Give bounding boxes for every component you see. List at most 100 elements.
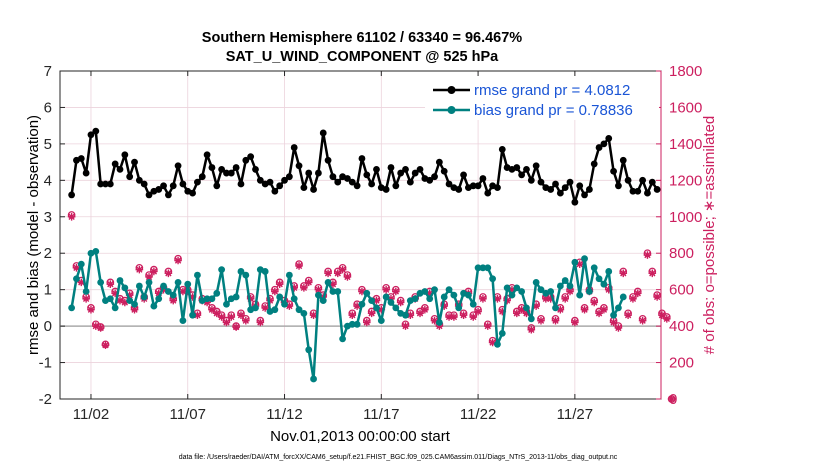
rmse-point xyxy=(532,162,540,170)
bias-point xyxy=(150,302,158,310)
bias-point xyxy=(329,288,337,295)
rmse-point xyxy=(373,166,380,173)
assimilated-obs-point xyxy=(604,285,613,294)
bias-point xyxy=(489,275,497,283)
bias-point xyxy=(469,300,477,308)
rmse-point xyxy=(77,155,85,162)
assimilated-obs-point xyxy=(130,305,139,314)
y-tick-label-right: 800 xyxy=(669,245,694,262)
assimilated-obs-point xyxy=(619,269,628,278)
bias-point xyxy=(387,299,395,306)
rmse-point xyxy=(358,155,366,162)
assimilated-obs-point xyxy=(188,293,197,301)
assimilated-obs-point xyxy=(285,302,294,310)
rmse-point xyxy=(198,173,206,181)
assimilated-obs-point xyxy=(150,267,158,276)
y-tick-label-right: 200 xyxy=(669,355,694,372)
bias-point xyxy=(111,304,119,312)
assimilated-obs-point xyxy=(566,287,574,296)
assimilated-obs-point xyxy=(145,273,153,281)
bias-point xyxy=(261,268,269,275)
bias-point xyxy=(382,293,390,301)
assimilated-obs-point xyxy=(401,322,410,330)
y-tick-label-right: 600 xyxy=(669,282,694,299)
rmse-point xyxy=(68,191,76,199)
bias-point xyxy=(208,295,216,303)
bias-point xyxy=(92,248,100,255)
rmse-point xyxy=(474,182,482,190)
rmse-point xyxy=(406,178,414,186)
rmse-point xyxy=(484,189,492,197)
rmse-point xyxy=(445,180,453,188)
bias-point xyxy=(189,311,196,319)
assimilated-obs-point xyxy=(512,309,521,318)
bias-point xyxy=(494,340,501,348)
assimilated-obs-point xyxy=(624,311,632,319)
bias-point xyxy=(615,304,622,312)
assimilated-obs-point xyxy=(648,269,657,278)
assimilated-obs-point xyxy=(638,316,647,325)
rmse-point xyxy=(169,182,177,190)
assimilated-obs-point xyxy=(479,294,487,303)
assimilated-obs-point xyxy=(261,304,269,312)
rmse-point xyxy=(576,182,584,190)
rmse-point xyxy=(218,166,226,173)
x-tick-label: 11/02 xyxy=(73,406,109,423)
rmse-point xyxy=(276,182,284,190)
rmse-point xyxy=(498,145,506,153)
bias-point xyxy=(174,278,182,286)
assimilated-obs-point xyxy=(498,307,507,316)
rmse-point xyxy=(353,182,361,190)
rmse-point xyxy=(155,186,163,193)
rmse-point xyxy=(295,162,303,170)
assimilated-obs-point xyxy=(295,262,303,270)
assimilated-obs-point xyxy=(421,305,429,314)
rmse-point xyxy=(310,186,317,193)
bias-point xyxy=(392,304,400,312)
assimilated-obs-point xyxy=(266,296,274,305)
legend-rmse-marker xyxy=(447,86,456,94)
rmse-point xyxy=(126,173,134,181)
assimilated-obs-point xyxy=(353,302,361,310)
rmse-point xyxy=(610,167,617,175)
rmse-point xyxy=(426,176,434,184)
rmse-point xyxy=(581,191,588,199)
bias-point xyxy=(498,330,506,337)
bias-point xyxy=(561,277,569,284)
bias-point xyxy=(305,346,313,354)
rmse-point xyxy=(634,187,642,195)
rmse-point xyxy=(513,164,521,171)
y-tick-label-left: 1 xyxy=(44,282,52,299)
rmse-point xyxy=(648,178,656,186)
assimilated-obs-point xyxy=(508,285,516,294)
rmse-point xyxy=(281,176,288,184)
assimilated-obs-point xyxy=(372,296,381,305)
rmse-point xyxy=(174,162,182,170)
bias-point xyxy=(590,264,598,272)
rmse-point xyxy=(329,173,337,181)
bias-point xyxy=(295,306,303,314)
series-bias xyxy=(68,248,627,383)
assimilated-obs-point xyxy=(503,296,511,305)
rmse-point xyxy=(179,180,187,188)
assimilated-obs-point xyxy=(256,318,265,327)
bias-point xyxy=(164,288,172,295)
rmse-point xyxy=(242,156,250,164)
assimilated-obs-point xyxy=(96,324,105,332)
rmse-point xyxy=(223,169,230,177)
rmse-point xyxy=(116,166,124,173)
rmse-point xyxy=(566,178,574,186)
assimilated-obs-point xyxy=(72,264,81,272)
bias-point xyxy=(537,286,545,294)
rmse-point xyxy=(135,176,143,184)
rmse-point xyxy=(595,144,603,151)
assimilated-obs-point xyxy=(571,318,579,327)
bias-point xyxy=(276,293,284,301)
assimilated-obs-point xyxy=(600,305,608,314)
assimilated-obs-point xyxy=(392,287,400,296)
assimilated-obs-point xyxy=(663,315,671,323)
rmse-point xyxy=(624,176,632,184)
assimilated-obs-point xyxy=(67,212,76,221)
rmse-point xyxy=(469,182,477,190)
